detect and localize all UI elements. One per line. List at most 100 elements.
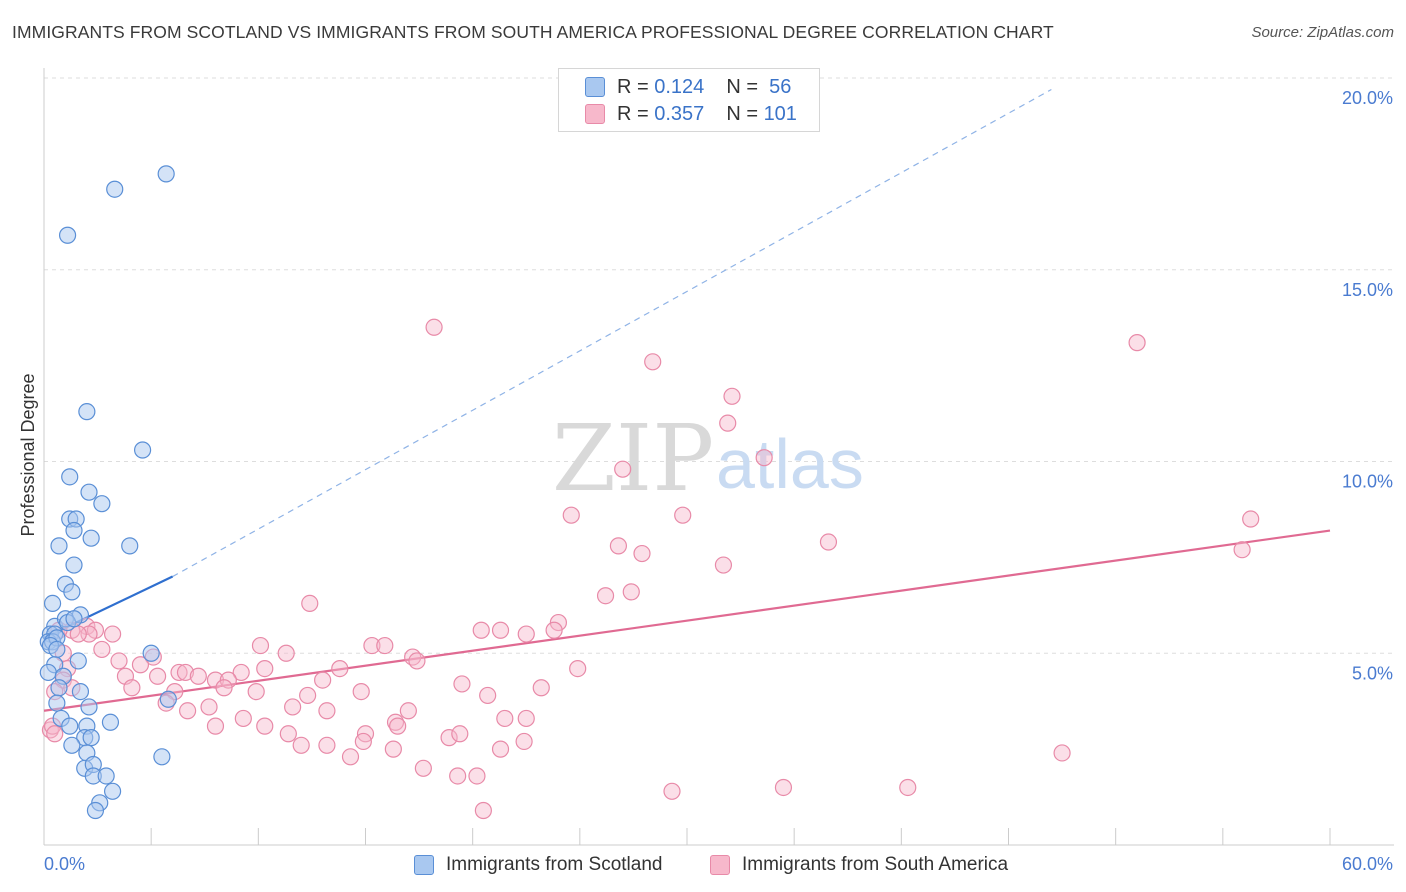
data-point-south-america [103,625,122,643]
legend-n-value-scotland: 56 [769,75,792,98]
data-point-south-america [189,667,207,685]
data-point-south-america [256,659,274,678]
data-point-south-america [545,621,563,639]
bottom-legend-swatch-south-america [710,855,730,875]
data-point-south-america [899,778,917,797]
data-point-scotland [50,537,68,555]
data-point-south-america [331,659,349,678]
bottom-legend-label-south-america: Immigrants from South America [742,854,1009,875]
data-point-south-america [562,506,580,524]
legend-n-label: N = [726,75,758,98]
data-point-scotland [63,583,81,601]
data-point-south-america [479,686,497,705]
data-point-south-america [200,698,218,716]
data-point-scotland [106,180,124,198]
data-point-south-america [644,353,662,371]
data-point-scotland [82,729,100,747]
data-point-scotland [97,767,115,785]
data-point-south-america [451,725,469,743]
data-point-south-america [819,533,838,551]
data-point-scotland [39,663,57,682]
data-point-south-america [596,587,615,605]
data-point-south-america [170,663,188,682]
data-point-south-america [284,698,302,716]
legend-n-label: N = [726,102,758,125]
data-point-south-america [449,767,467,785]
data-point-south-america [569,659,587,678]
trend-line-scotland-extrapolated [172,88,1052,578]
series-south-america [41,318,1260,820]
data-point-south-america [774,778,793,797]
data-point-south-america [299,686,317,705]
data-point-south-america [663,782,681,800]
data-point-south-america [376,636,394,655]
legend-swatch-south-america [585,104,605,124]
data-point-scotland [65,610,83,628]
data-point-south-america [440,729,458,747]
data-point-south-america [131,656,150,674]
data-point-south-america [148,667,167,685]
legend-r-value-scotland: 0.124 [654,75,705,98]
data-point-scotland [103,782,122,800]
data-point-south-america [1233,541,1251,559]
data-point-scotland [65,556,83,574]
data-point-south-america [179,702,197,720]
data-point-south-america [496,709,514,728]
bottom-legend-scotland: Immigrants from Scotland [414,852,662,878]
data-point-south-america [206,717,225,735]
data-point-scotland [121,537,139,555]
data-point-scotland [61,717,79,735]
data-point-south-america [532,679,550,697]
data-point-south-america [93,640,111,659]
data-point-south-america [318,702,336,720]
data-point-south-america [215,679,233,697]
y-tick-label: 15.0% [1342,280,1393,300]
data-point-south-america [389,717,407,735]
data-point-south-america [517,625,535,643]
data-point-south-america [491,621,510,639]
data-point-scotland [142,644,160,662]
y-axis-label: Professional Degree [18,373,38,536]
data-point-south-america [674,506,692,524]
data-point-south-america [123,679,141,697]
legend-r-label: R = [617,102,649,125]
data-point-south-america [714,556,733,574]
data-point-scotland [43,594,62,612]
watermark-atlas: atlas [716,425,864,503]
trend-line-south-america [43,529,1331,712]
bottom-legend-south-america: Immigrants from South America [710,852,1008,878]
data-point-south-america [468,767,486,785]
data-point-south-america [292,736,310,754]
data-point-scotland [86,801,105,820]
chart-source: Source: ZipAtlas.com [1251,24,1394,41]
data-point-south-america [352,682,370,701]
data-point-scotland [69,652,87,670]
y-tick-label: 10.0% [1342,472,1393,492]
data-point-south-america [301,594,319,612]
data-point-south-america [256,717,274,735]
data-point-south-america [1242,510,1260,528]
data-point-south-america [110,652,128,670]
data-point-south-america [234,709,252,728]
data-point-scotland [58,226,77,244]
series-scotland [39,165,177,820]
data-point-south-america [472,621,490,639]
data-point-south-america [609,537,628,555]
data-point-scotland [65,521,83,540]
legend-swatch-scotland [585,77,605,97]
data-point-scotland [71,682,90,701]
data-point-south-america [354,732,372,751]
data-point-south-america [515,732,533,751]
data-point-scotland [80,483,98,501]
data-point-scotland [48,640,66,659]
tick-labels: 5.0% 10.0% 15.0% 20.0% 0.0% 60.0% [44,88,1393,874]
data-point-scotland [93,495,111,513]
data-point-south-america [614,460,632,478]
watermark-zip: ZIP [552,405,714,512]
data-point-south-america [318,736,336,754]
data-point-south-america [399,702,417,720]
data-point-south-america [279,725,297,743]
data-point-scotland [61,468,79,486]
data-point-scotland [50,679,68,697]
data-point-south-america [1128,334,1146,352]
